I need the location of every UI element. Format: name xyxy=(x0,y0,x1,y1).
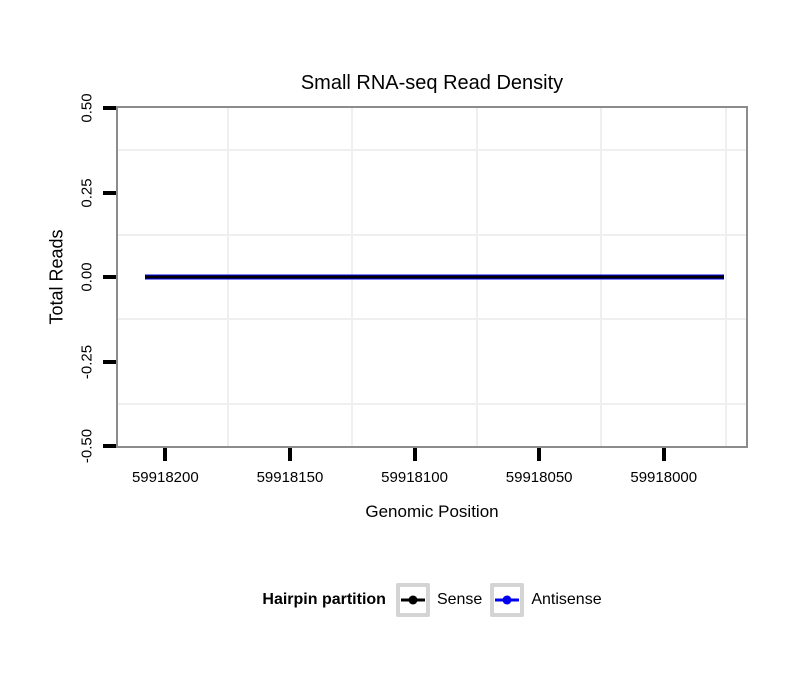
legend-title: Hairpin partition xyxy=(262,591,386,608)
x-axis-title: Genomic Position xyxy=(365,502,499,521)
x-axis-tick xyxy=(163,448,168,461)
legend-label-antisense: Antisense xyxy=(531,591,602,608)
legend-label-sense: Sense xyxy=(436,591,483,608)
gridline-minor-horizontal xyxy=(118,233,746,236)
x-tick-label: 59918100 xyxy=(381,469,448,486)
legend-entry-antisense: Antisense xyxy=(490,583,602,617)
gridline-minor-horizontal xyxy=(118,149,746,152)
x-axis: 59918200 59918150 59918100 59918050 59918000 xyxy=(118,448,746,494)
y-axis-tick xyxy=(103,190,116,195)
y-axis-title: Total Reads xyxy=(46,229,67,325)
x-tick-label: 59918000 xyxy=(630,469,698,486)
y-axis-tick xyxy=(103,444,116,448)
antisense-point-icon xyxy=(502,595,512,605)
legend-key-antisense xyxy=(490,583,525,617)
y-axis-tick xyxy=(103,275,116,279)
gridline-minor-vertical xyxy=(725,108,728,446)
legend-entry-sense: Sense xyxy=(395,583,483,617)
plot-area xyxy=(118,108,746,446)
x-tick-label: 59918050 xyxy=(505,469,573,486)
x-axis-tick xyxy=(287,448,292,461)
chart-title: Small RNA-seq Read Density xyxy=(300,72,564,94)
legend-key-sense xyxy=(395,583,430,617)
x-axis-tick xyxy=(412,448,417,461)
y-tick-label: 0.25 xyxy=(78,177,96,208)
x-tick-label: 59918200 xyxy=(131,469,199,486)
gridline-minor-horizontal xyxy=(118,318,746,321)
y-tick-label: -0.25 xyxy=(78,344,96,379)
y-tick-label: 0.00 xyxy=(78,262,96,292)
x-axis-tick xyxy=(661,448,666,461)
legend: Hairpin partition Sense Antisense xyxy=(118,579,746,621)
plot-panel xyxy=(116,106,748,448)
sense-point-icon xyxy=(408,595,418,605)
x-tick-label: 59918150 xyxy=(256,469,324,486)
y-axis-tick xyxy=(103,359,116,364)
y-axis-tick xyxy=(103,106,116,110)
x-axis-tick xyxy=(537,448,542,461)
series-line-sense xyxy=(145,275,724,279)
y-tick-label: -0.50 xyxy=(78,428,96,464)
gridline-minor-horizontal xyxy=(118,402,746,405)
y-tick-label: 0.50 xyxy=(78,93,96,123)
y-axis xyxy=(103,106,116,448)
